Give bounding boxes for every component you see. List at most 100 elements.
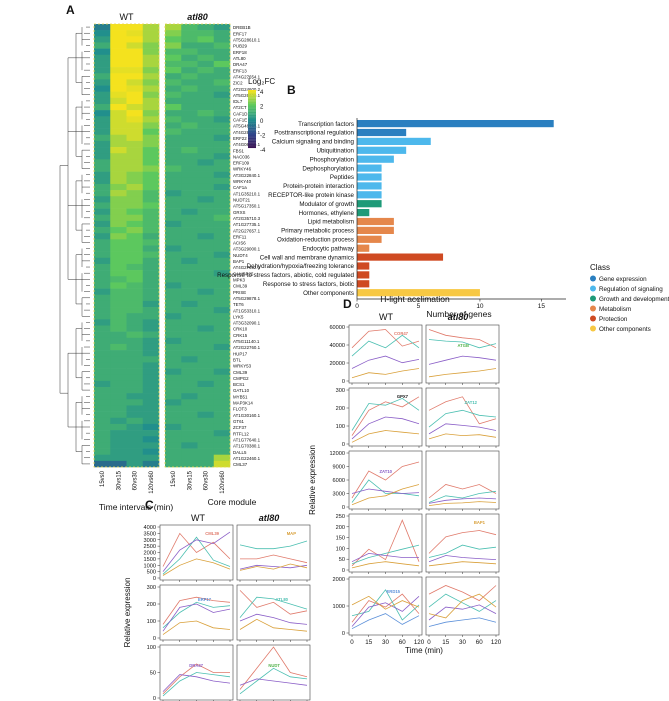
column-label: 15vs0 xyxy=(100,470,106,487)
y-tick-label: 500 xyxy=(147,570,156,576)
bar-category-label: Calcium signaling and binding xyxy=(272,139,355,146)
heatmap-cell-mut xyxy=(181,85,198,92)
legend-gradient-slice xyxy=(248,132,256,134)
legend-gradient-slice xyxy=(248,142,256,144)
heatmap-cell-mut xyxy=(165,393,182,400)
heatmap-cell-mut xyxy=(181,313,198,320)
expression-line xyxy=(351,552,419,563)
bar xyxy=(357,262,370,270)
heatmap-cell-wt xyxy=(142,276,160,283)
heatmap-cell-mut xyxy=(165,362,182,369)
heatmap-cell-mut xyxy=(197,97,215,105)
heatmap-cell-wt xyxy=(110,257,127,265)
expression-line xyxy=(428,409,497,428)
gene-label: CAF1a xyxy=(233,185,247,190)
gene-label: NUDT21 xyxy=(233,198,251,203)
y-tick-label: 50 xyxy=(150,671,156,677)
expression-line xyxy=(428,585,497,602)
bar xyxy=(357,146,407,154)
heatmap-cell-wt xyxy=(94,331,111,339)
x-tick-label: 0 xyxy=(355,303,359,310)
y-tick-label: 6000 xyxy=(333,478,345,484)
y-tick-label: 2500 xyxy=(144,544,156,550)
gene-label: CAF1D xyxy=(233,111,247,116)
heatmap-cell-mut xyxy=(181,374,198,382)
expression-line xyxy=(428,423,497,435)
bar-category-label: Cell wall and membrane dynamics xyxy=(260,254,354,261)
heatmap-cell-mut xyxy=(181,411,198,419)
heatmap-cell-wt xyxy=(110,300,127,308)
heatmap-cell-mut xyxy=(181,380,198,388)
heatmap-cell-wt xyxy=(94,343,111,351)
heatmap-cell-wt xyxy=(126,165,144,172)
heatmap-cell-wt xyxy=(110,67,127,74)
expression-line xyxy=(351,329,420,349)
heatmap-cell-wt xyxy=(142,190,160,197)
heatmap-cell-mut xyxy=(197,423,215,431)
bar-category-label: Hormones, ethylene xyxy=(299,210,355,217)
core-wt-title: WT xyxy=(191,513,205,523)
heatmap-cell-mut xyxy=(197,436,215,443)
heatmap-cell-wt xyxy=(110,245,127,252)
heatmap-cell-wt xyxy=(110,214,127,222)
heatmap-cell-wt xyxy=(126,183,144,191)
heatmap-cell-mut xyxy=(197,251,215,259)
gene-label: AT4G28780.1 xyxy=(233,130,261,135)
heatmap-cell-wt xyxy=(126,54,144,62)
heatmap-cell-mut xyxy=(181,67,198,74)
heatmap-cell-wt xyxy=(142,411,160,419)
heatmap-cell-wt xyxy=(94,30,111,37)
heatmap-cell-mut xyxy=(165,110,182,117)
y-tick-label: 3000 xyxy=(144,538,156,544)
heatmap-cell-wt xyxy=(110,110,127,117)
heatmap-cell-wt xyxy=(110,153,127,160)
heatmap-cell-mut xyxy=(181,165,198,172)
heatmap-cell-wt xyxy=(142,380,160,388)
heatmap-cell-mut xyxy=(165,411,182,419)
heatmap-cell-wt xyxy=(94,147,111,154)
heatmap-cell-mut xyxy=(213,399,231,406)
heatmap-cell-mut xyxy=(181,245,198,252)
heatmap-cell-wt xyxy=(110,91,127,99)
heatmap-cell-wt xyxy=(94,208,111,216)
heatmap-cell-mut xyxy=(213,270,231,277)
gene-label: AT1G35210.1 xyxy=(233,191,261,196)
heatmap-cell-mut xyxy=(197,42,215,49)
heatmap-cell-mut xyxy=(165,183,182,191)
heatmap-cell-wt xyxy=(94,79,111,86)
heatmap-x-title: Time intervals (min) xyxy=(99,502,173,512)
heatmap-cell-mut xyxy=(165,325,182,332)
heatmap-cell-wt xyxy=(142,48,160,56)
legend-gradient-slice xyxy=(248,127,256,130)
heatmap-cell-wt xyxy=(94,220,111,228)
heatmap-cell-mut xyxy=(181,393,198,400)
heatmap-cell-mut xyxy=(197,233,215,240)
bar-category-label: Dephosphorylation xyxy=(302,165,354,172)
y-tick-label: 3000 xyxy=(333,492,345,498)
gene-label: PRISE xyxy=(233,290,246,295)
expression-line xyxy=(428,617,497,627)
heatmap-cell-wt xyxy=(142,183,160,191)
heatmap-wt-title: WT xyxy=(120,12,134,22)
heatmap-cell-wt xyxy=(126,257,144,265)
heatmap-cell-wt xyxy=(94,405,111,412)
heatmap-cell-mut xyxy=(197,454,215,462)
heatmap-cell-mut xyxy=(181,448,198,455)
heatmap-cell-mut xyxy=(165,54,182,62)
heatmap-cell-mut xyxy=(165,97,182,105)
heatmap-cell-wt xyxy=(94,288,111,296)
heatmap-cell-mut xyxy=(213,368,231,376)
x-tick-label: 120 xyxy=(491,639,502,646)
heatmap-cell-wt xyxy=(94,116,111,123)
heatmap-cell-mut xyxy=(197,368,215,376)
heatmap-cell-wt xyxy=(142,177,160,185)
expression-line xyxy=(162,558,231,576)
heatmap-cell-wt xyxy=(94,282,111,289)
heatmap-cell-mut xyxy=(197,196,215,203)
gene-label: CRK15 xyxy=(233,333,248,338)
heatmap-cell-wt xyxy=(110,85,127,92)
gene-label: GATL10 xyxy=(233,388,250,393)
heatmap-cell-wt xyxy=(94,190,111,197)
